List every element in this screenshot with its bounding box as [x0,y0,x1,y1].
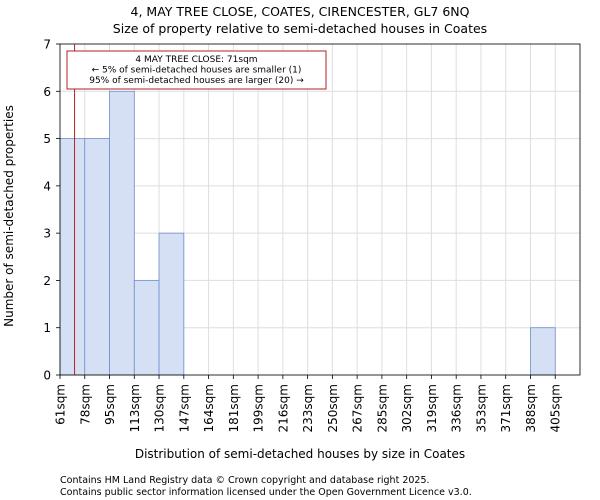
x-tick-label-20: 405sqm [549,384,563,432]
x-tick-label-4: 130sqm [153,384,167,432]
x-tick-label-14: 302sqm [400,384,414,432]
x-tick-label-6: 164sqm [202,384,216,432]
x-tick-label-11: 250sqm [326,384,340,432]
x-tick-label-8: 199sqm [252,384,266,432]
y-tick-label-3: 3 [43,227,51,241]
x-tick-label-2: 95sqm [103,384,117,425]
x-axis-label: Distribution of semi-detached houses by … [135,447,465,461]
footer-line-1: Contains HM Land Registry data © Crown c… [60,475,430,486]
x-tick-label-18: 371sqm [499,384,513,432]
footer-line-2: Contains public sector information licen… [60,487,472,498]
x-tick-label-0: 61sqm [54,384,68,425]
chart-subtitle: Size of property relative to semi-detach… [113,21,487,36]
y-tick-label-5: 5 [43,132,51,146]
x-axis-ticks: 61sqm 78sqm 95sqm 113sqm 130sqm 147sqm 164sqm 1… [54,375,563,432]
y-tick-label-0: 0 [43,369,51,383]
x-tick-label-9: 216sqm [276,384,290,432]
bar-61sqm [59,138,86,376]
x-tick-label-17: 353sqm [474,384,488,432]
y-tick-label-6: 6 [43,85,51,99]
x-tick-label-1: 78sqm [78,384,92,425]
y-tick-label-4: 4 [43,179,51,193]
chart-title: 4, MAY TREE CLOSE, COATES, CIRENCESTER, … [131,4,470,19]
bar-130sqm [158,232,185,376]
x-tick-label-13: 285sqm [375,384,389,432]
y-tick-label-1: 1 [43,321,51,335]
annotation-line-2: ← 5% of semi-detached houses are smaller… [92,66,302,76]
x-tick-label-15: 319sqm [425,384,439,432]
y-tick-label-2: 2 [43,274,51,288]
x-tick-label-16: 336sqm [450,384,464,432]
x-tick-label-5: 147sqm [177,384,191,432]
bar-388sqm [530,327,556,376]
annotation-line-1: 4 MAY TREE CLOSE: 71sqm [135,55,257,65]
x-tick-label-19: 388sqm [524,384,538,432]
annotation-line-3: 95% of semi-detached houses are larger (… [89,76,304,86]
x-tick-label-7: 181sqm [227,384,241,432]
annotation-rect [66,50,327,90]
y-tick-label-7: 7 [43,38,51,52]
bars-layer [59,90,556,376]
x-tick-label-12: 267sqm [351,384,365,432]
y-axis-ticks: 0 1 2 3 4 5 6 7 [43,38,60,383]
bar-78sqm [84,138,110,376]
annotation-box: 4 MAY TREE CLOSE: 71sqm ← 5% of semi-det… [66,50,327,90]
x-tick-label-10: 233sqm [301,384,315,432]
y-axis-label: Number of semi-detached properties [2,105,16,327]
plot-frame [59,43,581,376]
bar-95sqm [109,90,135,376]
x-tick-label-3: 113sqm [128,384,142,432]
bar-113sqm [133,280,160,376]
